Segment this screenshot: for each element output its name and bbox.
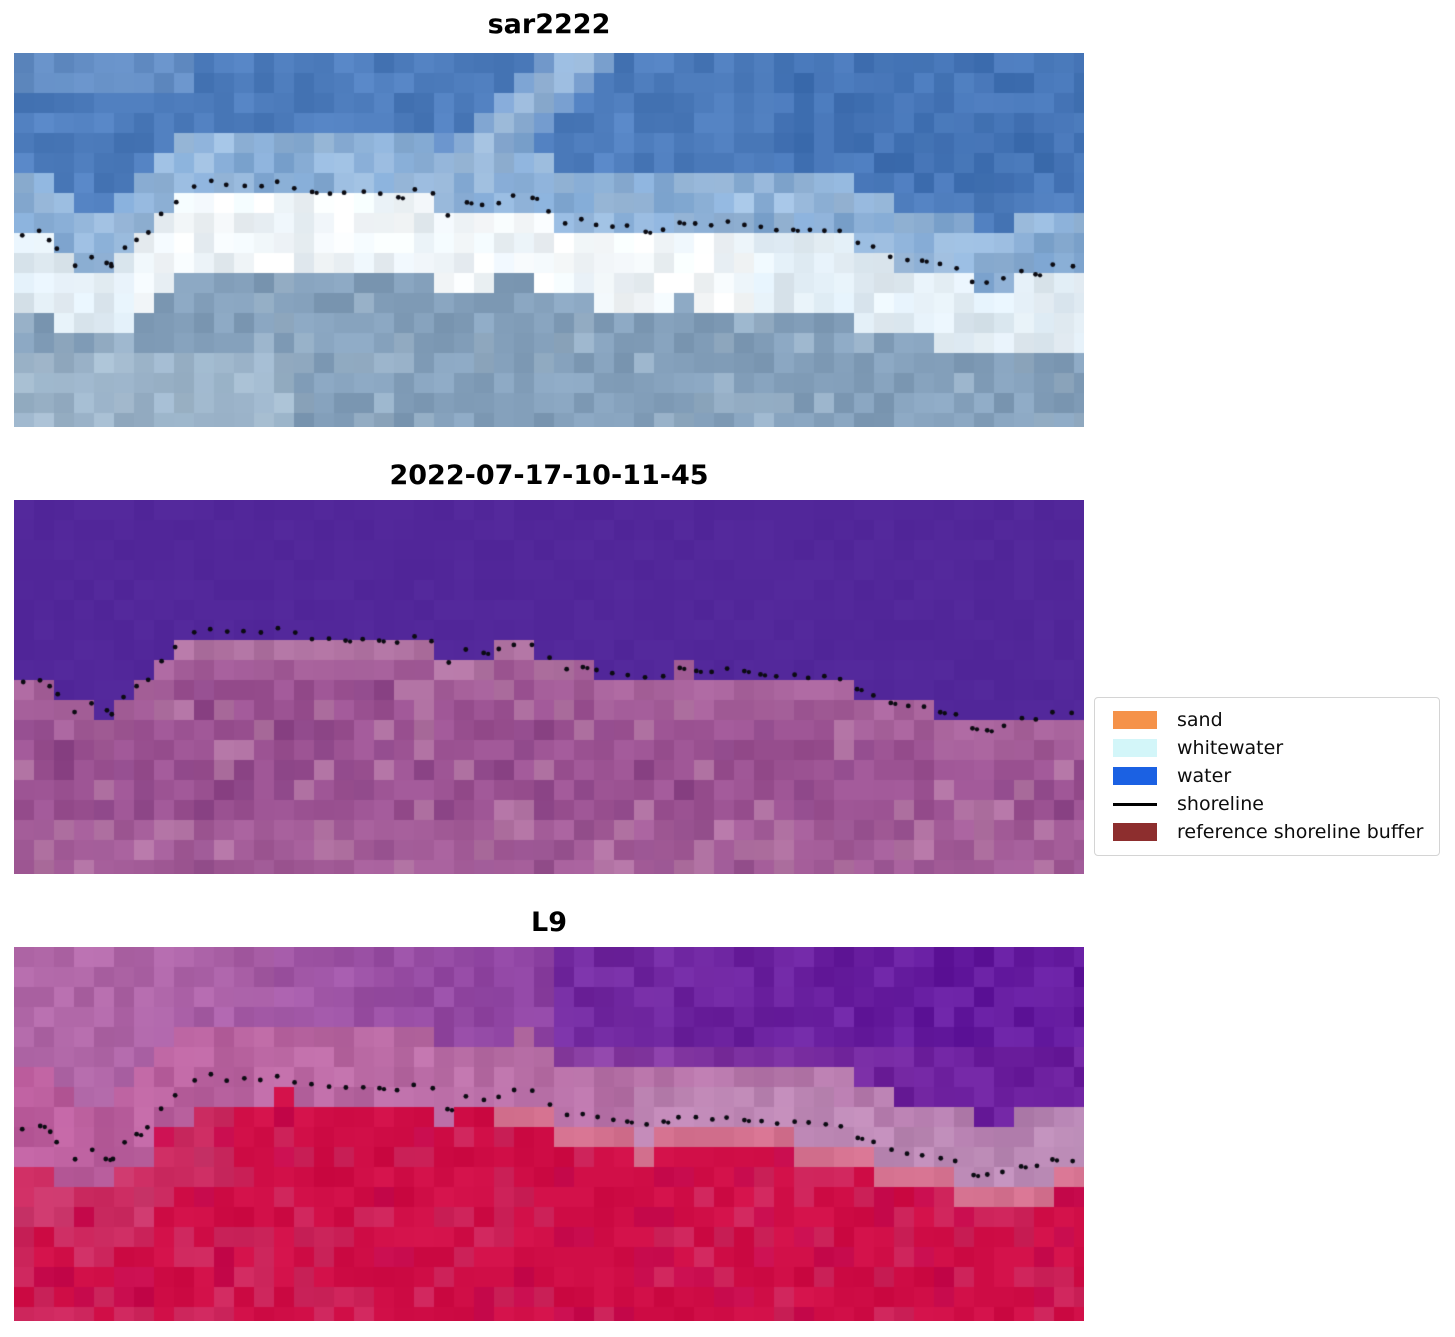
legend: sand whitewater water shoreline referenc… (1094, 697, 1440, 856)
panel1-title: sar2222 (487, 9, 611, 40)
legend-item-reference-shoreline-buffer: reference shoreline buffer (1105, 818, 1429, 846)
legend-label-water: water (1177, 765, 1232, 787)
panel3-title: L9 (531, 907, 567, 938)
panel2-title: 2022-07-17-10-11-45 (389, 460, 709, 491)
legend-item-whitewater: whitewater (1105, 734, 1429, 762)
panel2-classified-image (14, 500, 1084, 874)
water-swatch (1113, 767, 1157, 785)
legend-item-shoreline: shoreline (1105, 790, 1429, 818)
legend-item-sand: sand (1105, 706, 1429, 734)
legend-label-shoreline: shoreline (1177, 793, 1264, 815)
sand-swatch (1113, 711, 1157, 729)
panel1-sar-image (14, 53, 1084, 427)
legend-label-reference-shoreline-buffer: reference shoreline buffer (1177, 821, 1424, 843)
legend-item-water: water (1105, 762, 1429, 790)
panel3-l9-image (14, 947, 1084, 1321)
legend-label-whitewater: whitewater (1177, 737, 1284, 759)
whitewater-swatch (1113, 739, 1157, 757)
reference-shoreline-buffer-swatch (1113, 823, 1157, 841)
legend-label-sand: sand (1177, 709, 1223, 731)
shoreline-line-swatch (1113, 802, 1157, 806)
